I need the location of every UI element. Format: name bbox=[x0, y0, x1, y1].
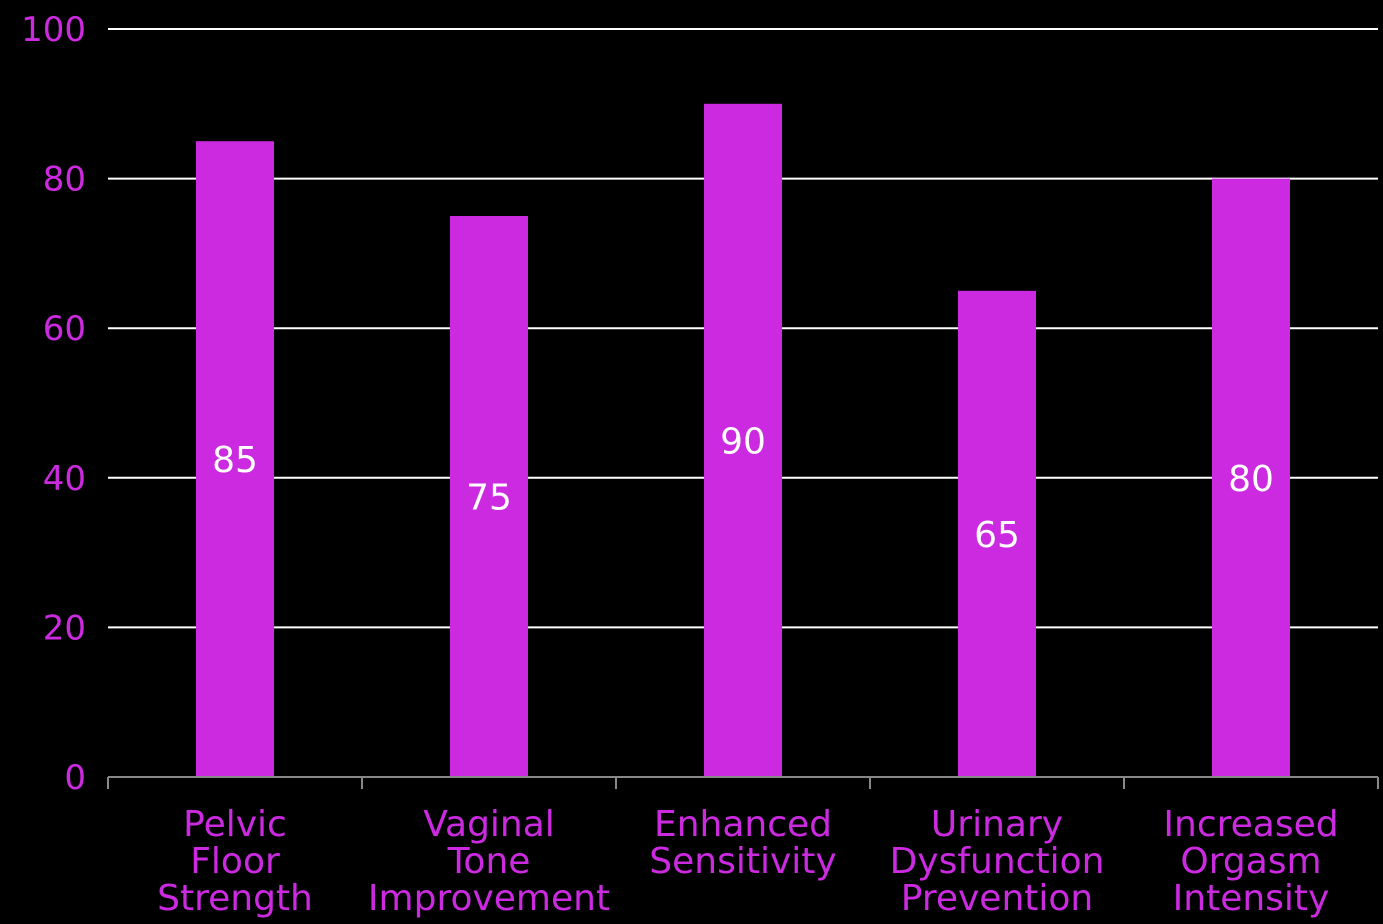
category-label: Intensity bbox=[1173, 878, 1330, 919]
category-label: Enhanced bbox=[654, 804, 832, 845]
y-axis-ticks: 0 20 40 60 80 100 bbox=[21, 10, 86, 798]
y-tick-label: 0 bbox=[64, 758, 86, 798]
category-label: Vaginal bbox=[423, 804, 555, 845]
category-label: Increased bbox=[1163, 804, 1338, 845]
x-axis bbox=[107, 776, 1379, 789]
category-label: Tone bbox=[447, 841, 531, 882]
bar bbox=[450, 216, 528, 777]
bars bbox=[196, 103, 1290, 778]
bar bbox=[196, 141, 274, 777]
category-label: Floor bbox=[190, 841, 280, 882]
category-label: Urinary bbox=[931, 804, 1063, 845]
data-label: 65 bbox=[974, 515, 1020, 556]
data-labels: 85 75 90 65 80 bbox=[212, 421, 1274, 556]
category-label: Orgasm bbox=[1180, 841, 1321, 882]
category-label: Dysfunction bbox=[890, 841, 1105, 882]
data-label: 90 bbox=[720, 421, 766, 462]
bar bbox=[1212, 178, 1290, 778]
data-label: 80 bbox=[1228, 459, 1274, 500]
data-label: 75 bbox=[466, 478, 512, 519]
y-tick-label: 80 bbox=[43, 160, 86, 200]
data-label: 85 bbox=[212, 440, 258, 481]
category-label: Improvement bbox=[368, 878, 610, 919]
y-tick-label: 100 bbox=[21, 10, 86, 50]
y-tick-label: 20 bbox=[43, 608, 86, 648]
y-tick-label: 60 bbox=[43, 309, 86, 349]
bar bbox=[704, 103, 782, 778]
y-tick-label: 40 bbox=[43, 459, 86, 499]
category-label: Strength bbox=[157, 878, 313, 919]
category-label: Pelvic bbox=[183, 804, 287, 845]
category-label: Sensitivity bbox=[649, 841, 836, 882]
category-label: Prevention bbox=[901, 878, 1093, 919]
bar bbox=[958, 290, 1036, 777]
